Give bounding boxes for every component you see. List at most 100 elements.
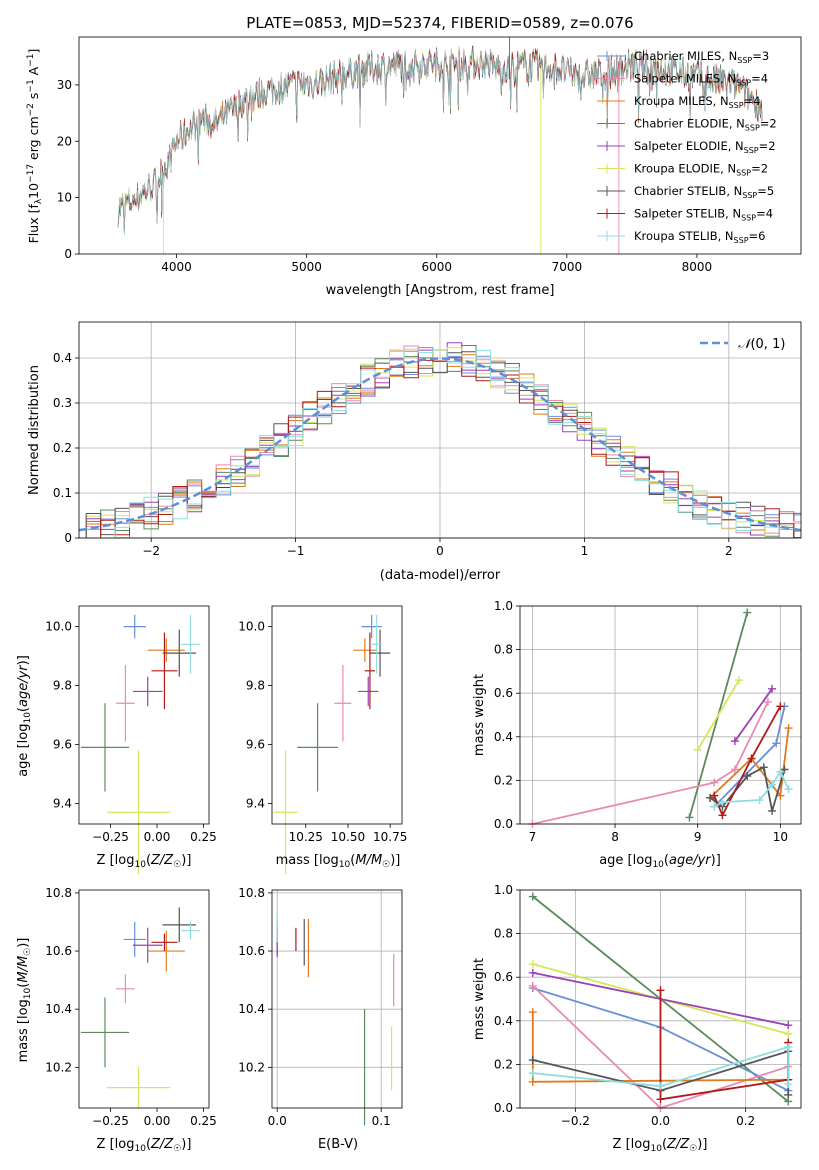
z-weight-panel: −0.2 0.0 0.2 0.0 0.2 0.4 0.6 0.8 1.0 Z [log10(Z/Z…	[472, 883, 802, 1154]
text-part: Salpeter MILES, N	[634, 72, 736, 86]
histogram-chabrier_stelib	[79, 351, 801, 538]
x-tick-label: 0.25	[190, 830, 217, 844]
text-part: )]	[181, 853, 191, 868]
series-marker	[685, 813, 694, 822]
y-axis-label: age [log10(age/yr)]	[16, 655, 33, 777]
series-marker	[528, 1077, 537, 1086]
y-tick-label: 10.2	[45, 1060, 72, 1074]
series-marker	[718, 798, 727, 807]
series-marker	[768, 684, 777, 693]
text-part: Kroupa ELODIE, N	[634, 162, 736, 176]
text-part: =4	[756, 207, 773, 221]
series-marker	[656, 986, 665, 995]
legend-marker	[603, 51, 611, 61]
text-part: SSP	[742, 191, 757, 200]
text-part: 10	[26, 183, 41, 199]
mass-age-panel: 10.25 10.50 10.75 9.4 9.6 9.8 10.0 mass [log10(…	[238, 605, 407, 875]
y-tick-label: 0.8	[494, 643, 513, 657]
text-part: age/yr	[16, 664, 31, 707]
series-marker	[784, 1029, 793, 1038]
x-tick-label: −1	[287, 544, 305, 558]
y-axis-label: mass weight	[472, 674, 487, 756]
text-part: SSP	[745, 124, 760, 133]
series-line	[532, 1045, 790, 1088]
text-part: ☉	[382, 860, 390, 870]
text-part: (	[664, 853, 669, 868]
y-tick-label: 9.6	[246, 737, 265, 751]
axes-frame	[271, 889, 403, 1109]
text-part: −17	[26, 164, 36, 183]
text-part: SSP	[734, 236, 749, 245]
text-part: (	[146, 1137, 151, 1152]
legend-label: Salpeter MILES, NSSP=4	[634, 72, 768, 88]
y-tick-label: 0.4	[53, 351, 72, 365]
legend-marker	[603, 163, 611, 174]
series-marker	[656, 1095, 665, 1104]
x-tick-label: −0.2	[561, 1114, 590, 1128]
text-part: SSP	[741, 214, 756, 223]
ebv-mass-panel: 0.0 0.1 10.2 10.4 10.6 10.8 E(B-V)	[238, 886, 403, 1152]
text-part: (	[350, 853, 355, 868]
x-tick-label: 0.00	[144, 1114, 171, 1128]
x-tick-label: 7	[529, 830, 537, 844]
y-tick-label: 10.4	[238, 1002, 265, 1016]
x-tick-label: 5000	[291, 260, 322, 274]
series-marker	[780, 765, 789, 774]
series-marker	[784, 1042, 793, 1051]
x-tick-label: 10.75	[373, 830, 407, 844]
series-marker	[718, 811, 727, 820]
series-line	[713, 769, 790, 808]
legend-marker	[603, 141, 611, 151]
legend-label: 𝒩(0, 1)	[738, 337, 785, 352]
text-part: =4	[751, 72, 768, 86]
series-marker	[784, 785, 793, 794]
series-marker	[784, 724, 793, 733]
axes-frame	[78, 36, 802, 255]
text-part: Flux [f	[26, 204, 41, 244]
series-marker	[710, 778, 719, 787]
x-axis-label: wavelength [Angstrom, rest frame]	[326, 283, 555, 298]
text-part: Chabrier STELIB, N	[634, 184, 742, 198]
x-tick-label: 10.25	[289, 830, 323, 844]
text-part: −1	[26, 79, 36, 92]
text-part: SSP	[729, 101, 744, 110]
text-part: ☉	[173, 860, 181, 870]
y-axis-label: Flux [fλ10−17 erg cm−2 s−1 A−1]	[26, 49, 44, 244]
y-tick-label: 1.0	[494, 883, 513, 897]
text-part: Z [log	[97, 853, 135, 868]
x-tick-label: 2	[725, 544, 733, 558]
series-marker	[768, 806, 777, 815]
series-marker	[528, 968, 537, 977]
series-marker	[776, 767, 785, 776]
z-age-panel: −0.25 0.00 0.259.49.69.810.0Z [log10(Z/Z☉)…	[16, 605, 217, 875]
y-tick-label: 0.2	[53, 441, 72, 455]
y-tick-label: 0.4	[494, 1014, 513, 1028]
x-tick-label: 0.00	[144, 830, 171, 844]
series-line	[532, 701, 769, 825]
y-tick-label: 0.6	[494, 970, 513, 984]
series-marker	[747, 754, 756, 763]
x-tick-label: −0.25	[92, 1114, 129, 1128]
series-marker	[768, 780, 777, 789]
text-part: =2	[759, 139, 776, 153]
text-part: erg cm	[26, 116, 41, 164]
x-tick-label: 0.0	[651, 1114, 670, 1128]
y-tick-label: 30	[57, 78, 72, 92]
text-part: =4	[744, 94, 761, 108]
x-tick-label: −0.25	[92, 830, 129, 844]
text-part: (0, 1)	[750, 337, 785, 352]
text-part: =2	[760, 117, 777, 131]
axes-frame	[519, 889, 802, 1109]
series-marker	[743, 772, 752, 781]
y-tick-label: 0.2	[494, 773, 513, 787]
y-axis-label: mass weight	[472, 958, 487, 1040]
text-part: λ	[34, 198, 44, 204]
text-part: )]	[711, 853, 721, 868]
text-part: age/yr	[669, 853, 712, 868]
series-marker	[528, 1056, 537, 1065]
x-tick-label: 1	[581, 544, 589, 558]
x-tick-label: 10	[773, 830, 788, 844]
y-tick-label: 9.6	[53, 737, 72, 751]
x-axis-label: mass [log10(M/M☉)]	[276, 853, 401, 870]
text-part: Z/Z	[150, 853, 174, 868]
